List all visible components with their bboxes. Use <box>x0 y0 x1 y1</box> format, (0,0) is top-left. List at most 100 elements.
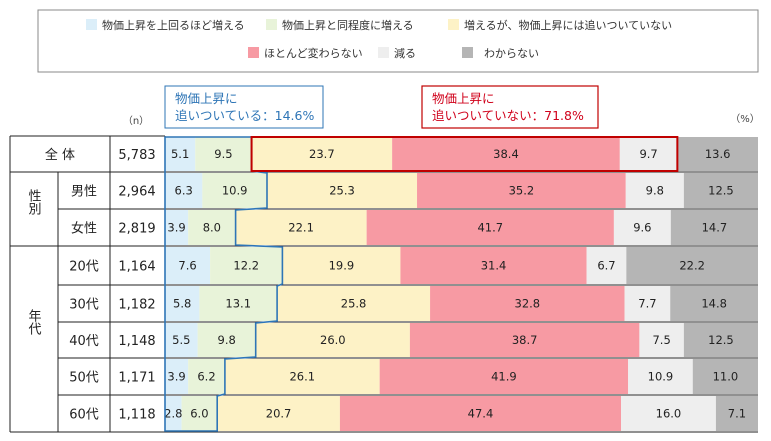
row-n-5: 1,148 <box>118 334 155 349</box>
bar-r0-s5 <box>677 137 758 171</box>
bar-r6-s4 <box>628 359 693 394</box>
bar-r3-s2 <box>282 247 401 284</box>
bar-label-r4-s3: 32.8 <box>515 297 541 311</box>
bars: 5.1 9.5 23.7 38.4 9.7 13.6 6.3 10.9 25.3 35.2 9.8 1… <box>164 137 758 431</box>
bar-r7-s3 <box>339 396 622 431</box>
bar-r4-s2 <box>277 286 431 321</box>
legend-swatch-0 <box>86 19 97 30</box>
bar-label-r1-s5: 12.5 <box>708 184 734 198</box>
bar-label-r2-s0: 3.9 <box>167 221 185 235</box>
bar-label-r7-s1: 6.0 <box>190 407 208 421</box>
bar-r0-s2 <box>251 137 393 171</box>
bar-r7-s1 <box>181 396 218 431</box>
bar-r2-s1 <box>188 210 236 245</box>
bar-r3-s3 <box>400 247 587 284</box>
bar-label-r1-s3: 35.2 <box>509 184 535 198</box>
bar-label-r3-s2: 19.9 <box>329 259 355 273</box>
bar-label-r7-s5: 7.1 <box>728 407 746 421</box>
bar-label-r0-s3: 38.4 <box>493 147 519 161</box>
bar-r4-s5 <box>670 286 758 321</box>
bar-label-r0-s5: 13.6 <box>705 147 731 161</box>
bar-label-r5-s5: 12.5 <box>708 333 734 347</box>
legend-swatch-4 <box>378 47 389 58</box>
legend-label-2: 増えるが、物価上昇には追いついていない <box>464 18 672 32</box>
bar-r6-s3 <box>379 359 629 394</box>
bar-label-r6-s2: 26.1 <box>289 370 315 384</box>
outlines <box>164 136 679 432</box>
row-label-2: 女性 <box>71 221 97 237</box>
bar-r3-s4 <box>586 247 627 284</box>
bar-label-r3-s0: 7.6 <box>178 259 196 273</box>
bar-r1-s2 <box>266 173 418 208</box>
bar-label-r5-s3: 38.7 <box>512 333 538 347</box>
bar-r2-s0 <box>165 210 189 245</box>
bar-label-r2-s2: 22.1 <box>288 221 314 235</box>
bar-label-r4-s2: 25.8 <box>341 297 367 311</box>
outline-not-keeping-up <box>250 136 679 172</box>
bar-r6-s2 <box>224 359 380 394</box>
legend-label-1: 物価上昇と同程度に増える <box>282 18 414 32</box>
bar-r3-s0 <box>165 247 211 284</box>
bar-label-r2-s4: 9.6 <box>633 221 651 235</box>
row-label-7: 60代 <box>69 408 99 423</box>
legend-swatch-1 <box>266 19 277 30</box>
bar-label-r3-s3: 31.4 <box>481 259 507 273</box>
bar-r5-s1 <box>197 323 256 357</box>
bar-r4-s4 <box>624 286 671 321</box>
bar-r6-s0 <box>165 359 189 394</box>
bar-label-r5-s1: 9.8 <box>218 333 236 347</box>
callout-keeping-up-line1: 物価上昇に <box>175 91 238 106</box>
bar-r3-s5 <box>626 247 758 284</box>
bar-r1-s3 <box>417 173 626 208</box>
bar-r2-s2 <box>235 210 367 245</box>
group-label-age: 年代 <box>26 309 42 336</box>
callout-not-keeping-up-line2: 追いついていない：71.8% <box>432 108 584 123</box>
bar-label-r0-s2: 23.7 <box>309 147 335 161</box>
bar-r7-s5 <box>715 396 758 431</box>
bar-r7-s2 <box>217 396 340 431</box>
bar-label-r1-s2: 25.3 <box>329 184 355 198</box>
bar-label-r5-s0: 5.5 <box>172 333 190 347</box>
bar-r2-s5 <box>670 210 758 245</box>
bar-r5-s2 <box>255 323 410 357</box>
bar-r0-s4 <box>619 137 678 171</box>
bar-label-r6-s1: 6.2 <box>197 370 215 384</box>
bar-r7-s0 <box>165 396 182 431</box>
group-label-total: 全 体 <box>45 147 75 163</box>
bar-label-r6-s0: 3.9 <box>167 370 185 384</box>
bar-r6-s5 <box>692 359 758 394</box>
bar-label-r7-s2: 20.7 <box>266 407 292 421</box>
callout-not-keeping-up-box <box>421 85 599 129</box>
legend-swatch-5 <box>462 47 473 58</box>
bar-r1-s0 <box>165 173 203 208</box>
bar-label-r1-s4: 9.8 <box>646 184 664 198</box>
bar-r5-s3 <box>409 323 640 357</box>
bar-r3-s1 <box>210 247 283 284</box>
row-n-6: 1,171 <box>118 371 155 386</box>
group-label-gender: 性別 <box>26 189 42 216</box>
bar-r2-s4 <box>613 210 671 245</box>
outline-keeping-up <box>164 136 284 432</box>
bar-r4-s1 <box>199 286 278 321</box>
bar-label-r4-s4: 7.7 <box>638 297 656 311</box>
bar-r5-s5 <box>683 323 758 357</box>
bar-label-r2-s5: 14.7 <box>702 221 728 235</box>
bar-r4-s0 <box>165 286 200 321</box>
bar-label-r0-s0: 5.1 <box>171 147 189 161</box>
bar-r0-s3 <box>392 137 620 171</box>
bar-label-r5-s4: 7.5 <box>652 333 670 347</box>
table-grid <box>9 135 758 433</box>
bar-label-r3-s5: 22.2 <box>679 259 705 273</box>
bar-r6-s1 <box>188 359 225 394</box>
row-n-4: 1,182 <box>118 298 155 313</box>
bar-label-r4-s5: 14.8 <box>701 297 727 311</box>
bar-label-r2-s3: 41.7 <box>477 221 503 235</box>
callout-not-keeping-up-line1: 物価上昇に <box>432 91 495 106</box>
legend-swatch-3 <box>248 47 259 58</box>
bar-label-r6-s3: 41.9 <box>491 370 517 384</box>
bar-label-r1-s1: 10.9 <box>222 184 248 198</box>
bar-r1-s5 <box>683 173 758 208</box>
callout-keeping-up-box <box>164 85 324 129</box>
row-label-3: 20代 <box>69 260 99 275</box>
row-label-5: 40代 <box>69 334 99 349</box>
